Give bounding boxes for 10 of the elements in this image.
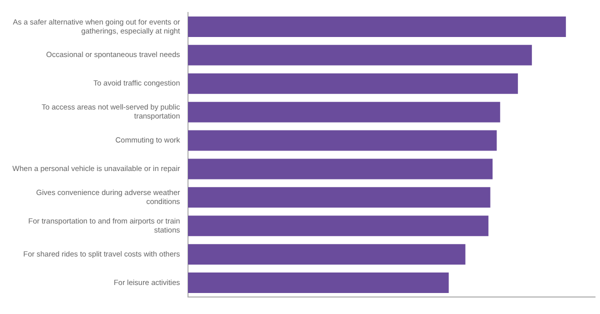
bar: [188, 244, 466, 265]
bar: [188, 216, 488, 236]
bar: [188, 272, 449, 294]
bar: [188, 73, 518, 94]
bar: [188, 102, 500, 122]
bar: [188, 187, 490, 208]
bar: [188, 158, 493, 180]
bar: [188, 16, 566, 37]
bar: [188, 130, 497, 151]
bar: [188, 44, 532, 66]
